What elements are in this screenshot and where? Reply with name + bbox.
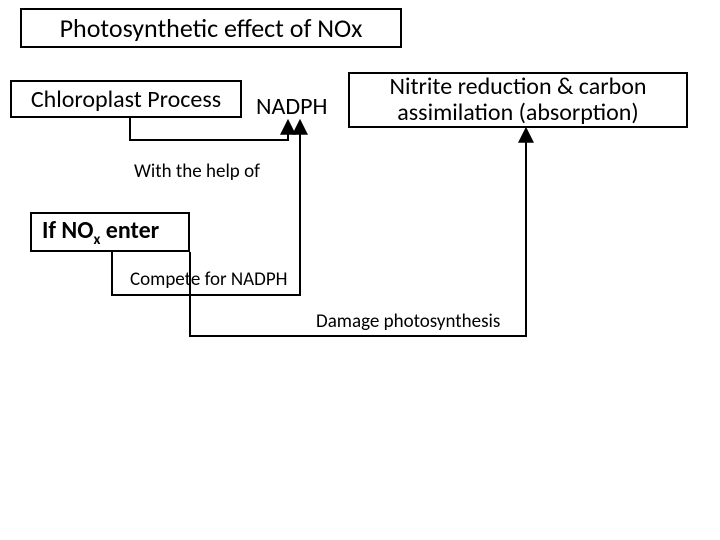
title-text: Photosynthetic effect of NOx [60, 12, 363, 44]
if-nox-box: If NOx enter [30, 212, 190, 252]
chloroplast-box: Chloroplast Process [10, 80, 242, 118]
chloroplast-text: Chloroplast Process [31, 85, 221, 114]
nadph-label: NADPH [256, 92, 328, 121]
if-nox-text: If NOx enter [42, 216, 159, 249]
ifnox-prefix: If NO [42, 216, 93, 245]
damage-label: Damage photosynthesis [316, 310, 500, 333]
nitrite-text: Nitrite reduction & carbon assimilation … [360, 74, 676, 127]
compete-label: Compete for NADPH [130, 268, 288, 291]
with-help-text: With the help of [134, 160, 260, 183]
title-box: Photosynthetic effect of NOx [20, 8, 402, 48]
damage-text: Damage photosynthesis [316, 310, 500, 333]
nitrite-box: Nitrite reduction & carbon assimilation … [348, 72, 688, 128]
ifnox-suffix: enter [100, 216, 159, 245]
compete-text: Compete for NADPH [130, 268, 288, 291]
with-help-label: With the help of [134, 160, 260, 183]
nadph-text: NADPH [256, 92, 328, 121]
